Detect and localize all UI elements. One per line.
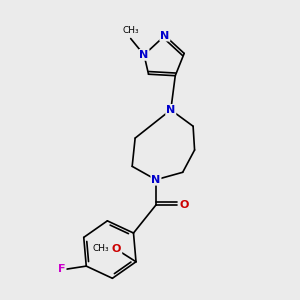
Text: CH₃: CH₃ bbox=[122, 26, 139, 35]
Text: F: F bbox=[58, 264, 65, 274]
Text: N: N bbox=[151, 175, 160, 185]
Text: N: N bbox=[166, 105, 176, 115]
Text: CH₃: CH₃ bbox=[93, 244, 110, 253]
Text: O: O bbox=[179, 200, 189, 210]
Text: O: O bbox=[112, 244, 122, 254]
Text: N: N bbox=[140, 50, 149, 60]
Text: N: N bbox=[160, 31, 170, 40]
